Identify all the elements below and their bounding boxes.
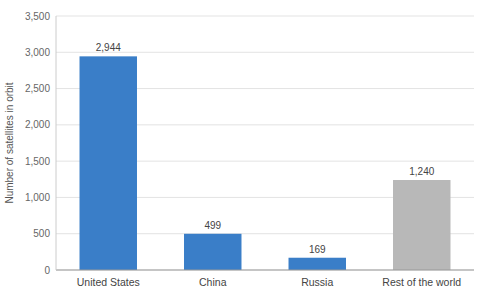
bar (289, 258, 346, 270)
y-tick-label: 2,500 (25, 83, 50, 94)
x-ticks: United States China Russia Rest of the worl… (77, 276, 462, 288)
data-label: 2,944 (96, 42, 121, 53)
y-tick-label: 1,000 (25, 192, 50, 203)
data-label: 1,240 (409, 166, 434, 177)
x-axis-line (56, 270, 474, 271)
y-tick-label: 3,000 (25, 47, 50, 58)
y-axis-label: Number of satellites in orbit (4, 82, 15, 203)
y-tick-label: 1,500 (25, 156, 50, 167)
grid (56, 16, 474, 270)
grid-line (56, 16, 474, 17)
data-labels: 2,944 499 169 1,240 (96, 42, 435, 254)
data-label: 499 (204, 220, 221, 231)
bars (80, 56, 451, 270)
bar (393, 180, 450, 270)
x-tick-label: China (199, 276, 227, 288)
y-tick-label: 500 (33, 228, 50, 239)
y-tick-label: 3,500 (25, 11, 50, 22)
y-ticks: 0 500 1,000 1,500 2,000 2,500 3,000 3,500 (25, 11, 50, 276)
grid-line (56, 270, 474, 271)
bar (184, 234, 241, 270)
y-tick-label: 0 (44, 265, 50, 276)
y-tick-label: 2,000 (25, 119, 50, 130)
x-tick-label: United States (77, 276, 140, 288)
x-tick-label: Rest of the world (382, 276, 461, 288)
chart: 0 500 1,000 1,500 2,000 2,500 3,000 3,500 Number… (0, 0, 484, 298)
y-axis-line (56, 16, 57, 270)
data-label: 169 (309, 244, 326, 255)
bar (80, 56, 137, 270)
x-tick-label: Russia (301, 276, 333, 288)
